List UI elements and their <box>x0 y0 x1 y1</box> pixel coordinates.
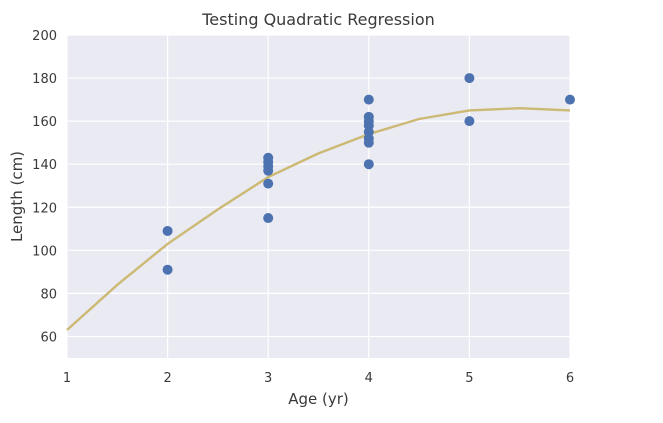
data-point <box>363 159 374 170</box>
y-tick-labels: 60 80 100 120 140 160 180 200 <box>32 29 57 345</box>
scatter-points-layer <box>162 73 575 275</box>
y-tick-label: 200 <box>32 29 57 44</box>
chart-title: Testing Quadratic Regression <box>201 10 435 29</box>
x-tick-label: 4 <box>365 371 373 386</box>
y-tick-label: 160 <box>32 115 57 130</box>
x-tick-label: 6 <box>566 371 574 386</box>
y-tick-label: 120 <box>32 201 57 216</box>
x-axis-label: Age (yr) <box>288 390 349 408</box>
regression-curve <box>66 106 571 331</box>
data-point <box>464 73 475 84</box>
y-axis-label: Length (cm) <box>8 151 26 242</box>
x-tick-label: 3 <box>264 371 272 386</box>
y-tick-label: 180 <box>32 72 57 87</box>
x-tick-label: 2 <box>163 371 171 386</box>
data-point <box>464 116 475 127</box>
x-tick-label: 5 <box>465 371 473 386</box>
x-tick-label: 1 <box>63 371 71 386</box>
data-point <box>263 165 274 176</box>
y-tick-label: 60 <box>40 330 57 345</box>
data-point <box>363 94 374 105</box>
grid-lines <box>66 34 571 358</box>
x-tick-labels: 1 2 3 4 5 6 <box>63 371 574 386</box>
y-tick-label: 140 <box>32 158 57 173</box>
data-point <box>263 213 274 224</box>
data-point <box>162 225 173 236</box>
data-point <box>363 137 374 148</box>
data-point <box>162 264 173 275</box>
y-tick-label: 100 <box>32 244 57 259</box>
y-tick-label: 80 <box>40 287 57 302</box>
data-point <box>565 94 575 105</box>
regression-curve-layer <box>66 106 571 331</box>
plot-background <box>67 35 570 358</box>
data-point <box>263 178 274 189</box>
